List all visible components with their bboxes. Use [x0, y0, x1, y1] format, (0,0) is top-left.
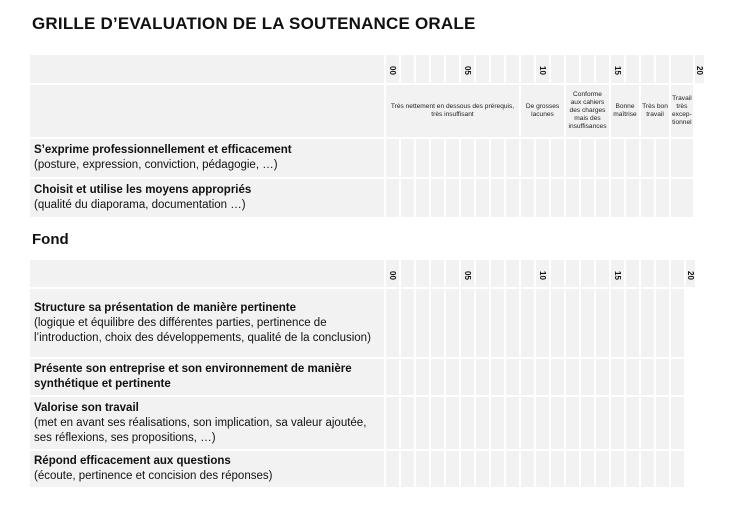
criterion-detail: (met en avant ses réalisations, son impl… — [34, 416, 367, 444]
scale-label-cell — [30, 260, 384, 287]
criterion-detail: (écoute, pertinence et concision des rép… — [34, 470, 273, 482]
scale-descriptor: Très bon travail — [641, 85, 669, 137]
criterion-text: Présente son entreprise et son environne… — [30, 359, 384, 395]
scale-descriptor: Bonne maîtrise — [611, 85, 639, 137]
section-heading-fond: Fond — [32, 231, 69, 248]
criterion-text: S’exprime professionnellement et efficac… — [30, 139, 384, 177]
criterion-detail: (qualité du diaporama, documentation …) — [34, 199, 246, 211]
criterion-title: Choisit et utilise les moyens appropriés — [34, 184, 252, 196]
scale-label-cell — [30, 55, 384, 83]
scale-tick: 00 — [386, 55, 399, 83]
scale-tick: 05 — [461, 260, 474, 287]
criterion-title: Structure sa présentation de manière per… — [34, 301, 297, 314]
criterion-row: Structure sa présentation de manière per… — [30, 289, 695, 357]
criterion-row: Valorise son travail (met en avant ses r… — [30, 397, 695, 449]
scale-tick: 05 — [461, 55, 474, 83]
evaluation-table-fond: 00 05 10 15 20 Structure sa présentation… — [28, 258, 697, 489]
criterion-row: S’exprime professionnellement et efficac… — [30, 139, 704, 177]
scale-tick: 10 — [536, 260, 549, 287]
criterion-row: Répond efficacement aux questions (écout… — [30, 451, 695, 487]
scale-descriptor: Très nettement en dessous des prérequis,… — [386, 85, 519, 137]
scale-descriptor: Travail très excep-tionnel — [671, 85, 693, 137]
scale-tick: 15 — [611, 260, 624, 287]
criterion-title: Présente son entreprise et son environne… — [34, 363, 352, 390]
scale-tick: 20 — [695, 55, 704, 83]
scale-tick-row: 00 05 10 15 20 — [30, 260, 695, 287]
criterion-text: Choisit et utilise les moyens appropriés… — [30, 179, 384, 217]
scale-tick: 10 — [536, 55, 549, 83]
scale-descriptor: De grosses lacunes — [521, 85, 564, 137]
criterion-text: Valorise son travail (met en avant ses r… — [30, 397, 384, 449]
scale-tick-row: 00 05 10 15 20 — [30, 55, 704, 83]
scale-tick: 15 — [611, 55, 624, 83]
criterion-text: Structure sa présentation de manière per… — [30, 289, 384, 357]
criterion-detail: (posture, expression, conviction, pédago… — [34, 159, 278, 171]
scale-descriptor-row: Très nettement en dessous des prérequis,… — [30, 85, 704, 137]
scale-tick: 20 — [686, 260, 695, 287]
page-title: GRILLE D’EVALUATION DE LA SOUTENANCE ORA… — [32, 14, 476, 33]
criterion-row: Choisit et utilise les moyens appropriés… — [30, 179, 704, 217]
criterion-title: Valorise son travail — [34, 401, 139, 414]
scale-tick: 00 — [386, 260, 399, 287]
criterion-detail: (logique et équilibre des différentes pa… — [34, 316, 371, 344]
scale-descriptor: Conforme aux cahiers des charges mais de… — [566, 85, 609, 137]
criterion-row: Présente son entreprise et son environne… — [30, 359, 695, 395]
evaluation-table-forme: 00 05 10 15 20 Très nettement en dessous… — [28, 53, 706, 219]
criterion-text: Répond efficacement aux questions (écout… — [30, 451, 384, 487]
criterion-title: Répond efficacement aux questions — [34, 455, 231, 467]
criterion-title: S’exprime professionnellement et efficac… — [34, 144, 292, 156]
